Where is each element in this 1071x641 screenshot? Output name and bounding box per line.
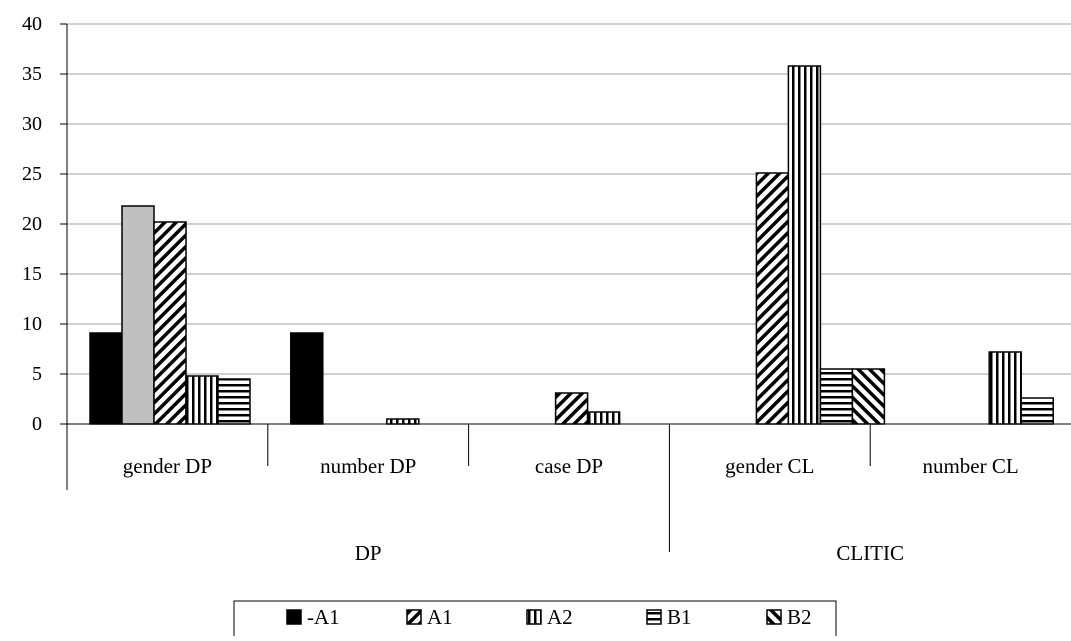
group-label: CLITIC: [836, 541, 904, 565]
legend-label: A2: [547, 605, 573, 629]
bar: [819, 368, 854, 425]
x-tick-label: gender CL: [725, 454, 814, 478]
x-tick-label: number CL: [922, 454, 1018, 478]
bar: [386, 418, 420, 425]
x-tick-label: gender DP: [123, 454, 212, 478]
bar: [217, 378, 251, 425]
bar: [755, 172, 790, 425]
legend-label: A1: [427, 605, 453, 629]
gridlines: [67, 23, 1071, 375]
bar: [1020, 397, 1054, 425]
bar: [121, 205, 155, 425]
y-tick-label: 10: [22, 313, 42, 335]
axes: [66, 24, 1071, 552]
legend-label: B2: [787, 605, 812, 629]
legend-swatch: [286, 609, 302, 625]
x-tick-label: case DP: [535, 454, 603, 478]
y-tick-label: 30: [22, 113, 42, 135]
y-tick-label: 0: [32, 413, 42, 435]
legend-label: -A1: [307, 605, 340, 629]
y-tick-label: 5: [32, 363, 42, 385]
legend-swatch: [526, 609, 542, 625]
bar: [851, 368, 886, 425]
legend-label: B1: [667, 605, 692, 629]
y-axis-ticks: 0 5 10 15 20 25 30 35 40: [22, 13, 67, 435]
y-tick-label: 20: [22, 213, 42, 235]
y-tick-label: 40: [22, 13, 42, 35]
y-tick-label: 35: [22, 63, 42, 85]
group-label: DP: [355, 541, 382, 565]
bar: [988, 351, 1022, 425]
legend-swatch: [646, 609, 662, 625]
y-tick-label: 15: [22, 263, 42, 285]
legend-box: [233, 600, 837, 636]
bar: [554, 392, 589, 425]
legend-swatch: [766, 609, 782, 625]
bar: [153, 221, 187, 425]
y-tick-label: 25: [22, 163, 42, 185]
bar: [89, 332, 123, 425]
bars: [89, 65, 1054, 425]
legend-swatch: [406, 609, 422, 625]
bar: [586, 411, 621, 425]
bar: [290, 332, 324, 425]
x-axis-labels: gender DP number DP case DP gender CL number…: [123, 454, 1019, 565]
bar: [787, 65, 822, 425]
x-tick-label: number DP: [320, 454, 416, 478]
bar: [185, 375, 219, 425]
legend: -A1 A1 A2 B1 B2: [233, 600, 837, 636]
